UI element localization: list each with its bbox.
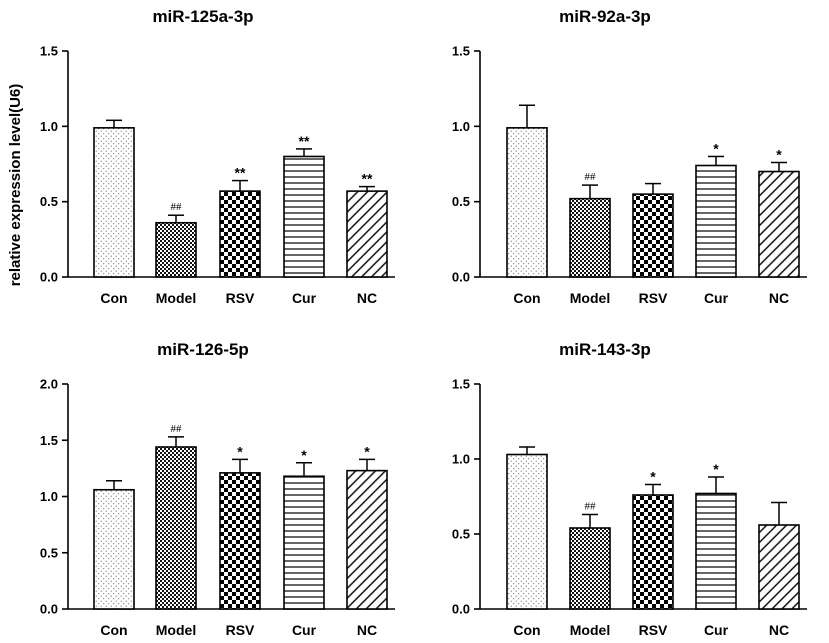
significance-label: ## — [585, 501, 597, 513]
category-label: Model — [570, 622, 610, 638]
y-tick-label: 1.0 — [40, 119, 58, 134]
bar-con — [506, 453, 548, 610]
category-label: Model — [570, 290, 610, 306]
chart-title: miR-126-5p — [157, 340, 249, 359]
category-label: Con — [513, 290, 540, 306]
y-tick-label: 0.5 — [40, 545, 58, 560]
y-tick-label: 1.0 — [452, 119, 470, 134]
chart-title: miR-125a-3p — [152, 7, 253, 26]
y-tick-label: 1.5 — [452, 44, 470, 59]
category-label: Model — [156, 290, 196, 306]
bar-nc — [346, 190, 388, 278]
bar-con — [93, 127, 135, 278]
bar-model — [155, 221, 197, 278]
chart-panel-4: miR-143-3p 0.0 0.5 1.0 1.5 Con ## Model * RSV * Cur… — [452, 340, 807, 638]
chart-title: miR-92a-3p — [559, 7, 651, 26]
y-tick-label: 0.5 — [452, 527, 470, 542]
category-label: Con — [100, 290, 127, 306]
chart-panel-1: miR-125a-3p 0.0 0.5 1.0 1.5 Con ## Model ** RSV **… — [40, 7, 395, 306]
category-label: NC — [769, 622, 789, 638]
y-tick-label: 1.0 — [40, 489, 58, 504]
category-label: Con — [100, 622, 127, 638]
significance-label: ** — [362, 171, 373, 187]
bar-rsv — [219, 472, 261, 610]
bar-rsv — [632, 193, 674, 278]
category-label: Cur — [704, 622, 729, 638]
bar-rsv — [632, 494, 674, 610]
significance-label: * — [713, 140, 719, 156]
bar-model — [155, 446, 197, 610]
significance-label: * — [713, 461, 719, 477]
y-tick-label: 1.0 — [452, 452, 470, 467]
category-label: Cur — [292, 622, 317, 638]
bar-con — [506, 127, 548, 278]
category-label: RSV — [639, 290, 668, 306]
significance-label: * — [301, 447, 307, 463]
y-tick-label: 2.0 — [40, 377, 58, 392]
significance-label: ** — [299, 133, 310, 149]
y-tick-label: 0.5 — [452, 194, 470, 209]
category-label: RSV — [226, 622, 255, 638]
y-tick-label: 1.5 — [40, 44, 58, 59]
y-tick-label: 0.0 — [452, 270, 470, 285]
bar-nc — [758, 170, 800, 278]
category-label: RSV — [639, 622, 668, 638]
significance-label: * — [650, 469, 656, 485]
y-tick-label: 0.5 — [40, 194, 58, 209]
bar-cur — [283, 155, 325, 278]
y-tick-label: 0.0 — [452, 602, 470, 617]
bar-nc — [758, 524, 800, 610]
y-tick-label: 0.0 — [40, 270, 58, 285]
bar-cur — [283, 475, 325, 610]
significance-label: ## — [171, 201, 183, 213]
y-axis-label: relative expression level(U6) — [7, 84, 24, 287]
y-tick-label: 0.0 — [40, 602, 58, 617]
bar-model — [569, 527, 611, 610]
category-label: NC — [357, 622, 377, 638]
bar-model — [569, 197, 611, 278]
bar-nc — [346, 469, 388, 610]
bar-rsv — [219, 190, 261, 278]
significance-label: * — [237, 443, 243, 459]
y-tick-label: 1.5 — [452, 377, 470, 392]
bar-cur — [695, 492, 737, 610]
significance-label: * — [776, 146, 782, 162]
significance-label: ## — [171, 423, 183, 435]
bar-con — [93, 488, 135, 610]
y-tick-label: 1.5 — [40, 433, 58, 448]
chart-panel-3: miR-126-5p 0.0 0.5 1.0 1.5 2.0 Con ## Model * RSV *… — [40, 340, 395, 638]
significance-label: * — [364, 443, 370, 459]
category-label: RSV — [226, 290, 255, 306]
category-label: Model — [156, 622, 196, 638]
significance-label: ** — [235, 165, 246, 181]
category-label: Cur — [292, 290, 317, 306]
bar-cur — [695, 164, 737, 278]
category-label: Cur — [704, 290, 729, 306]
category-label: NC — [357, 290, 377, 306]
chart-title: miR-143-3p — [559, 340, 651, 359]
chart-panel-2: miR-92a-3p 0.0 0.5 1.0 1.5 Con ## Model RSV * Cur *… — [452, 7, 807, 306]
category-label: NC — [769, 290, 789, 306]
significance-label: ## — [585, 171, 597, 183]
category-label: Con — [513, 622, 540, 638]
